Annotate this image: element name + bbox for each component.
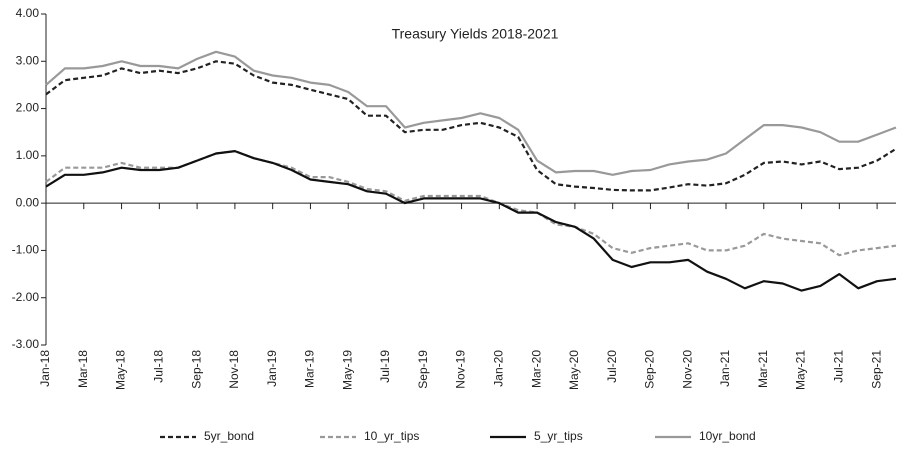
x-tick-label: Nov-19 bbox=[454, 350, 468, 389]
legend-label: 10_yr_tips bbox=[364, 429, 419, 443]
x-tick-label: Sep-20 bbox=[643, 350, 657, 389]
x-tick-label: Jan-19 bbox=[265, 350, 279, 387]
y-tick-label: 2.00 bbox=[16, 101, 40, 115]
x-tick-label: Mar-19 bbox=[303, 350, 317, 388]
y-tick-label: 4.00 bbox=[16, 6, 40, 20]
x-tick-label: May-20 bbox=[567, 350, 581, 390]
y-tick-label: 1.00 bbox=[16, 148, 40, 162]
x-tick-label: Jan-18 bbox=[38, 350, 52, 387]
x-tick-label: Jan-21 bbox=[718, 350, 732, 387]
x-tick-label: Jul-21 bbox=[832, 350, 846, 383]
x-tick-label: Jul-18 bbox=[152, 350, 166, 383]
legend-label: 5yr_bond bbox=[204, 429, 254, 443]
x-tick-label: May-21 bbox=[794, 350, 808, 390]
x-tick-label: Mar-18 bbox=[76, 350, 90, 388]
x-tick-label: Nov-18 bbox=[227, 350, 241, 389]
series-line bbox=[45, 150, 897, 292]
y-tick-label: 3.00 bbox=[16, 53, 40, 67]
y-tick-label: 0.00 bbox=[16, 195, 40, 209]
y-tick-label: -1.00 bbox=[12, 243, 40, 257]
x-tick-label: Mar-21 bbox=[756, 350, 770, 388]
series-line bbox=[45, 50, 897, 176]
x-tick-label: Jul-20 bbox=[605, 350, 619, 383]
x-tick-label: Sep-19 bbox=[416, 350, 430, 389]
x-tick-label: Mar-20 bbox=[529, 350, 543, 388]
x-tick-label: Jan-20 bbox=[492, 350, 506, 387]
x-tick-label: Sep-18 bbox=[189, 350, 203, 389]
chart-title: Treasury Yields 2018-2021 bbox=[392, 26, 559, 42]
y-tick-label: -2.00 bbox=[12, 290, 40, 304]
x-tick-label: May-18 bbox=[114, 350, 128, 390]
legend-label: 5_yr_tips bbox=[534, 429, 583, 443]
x-tick-label: May-19 bbox=[340, 350, 354, 390]
x-tick-label: Nov-20 bbox=[680, 350, 694, 389]
legend-label: 10yr_bond bbox=[699, 429, 756, 443]
x-tick-label: Jul-19 bbox=[378, 350, 392, 383]
series-line bbox=[45, 60, 897, 192]
y-tick-label: -3.00 bbox=[12, 337, 40, 351]
x-tick-label: Sep-21 bbox=[869, 350, 883, 389]
